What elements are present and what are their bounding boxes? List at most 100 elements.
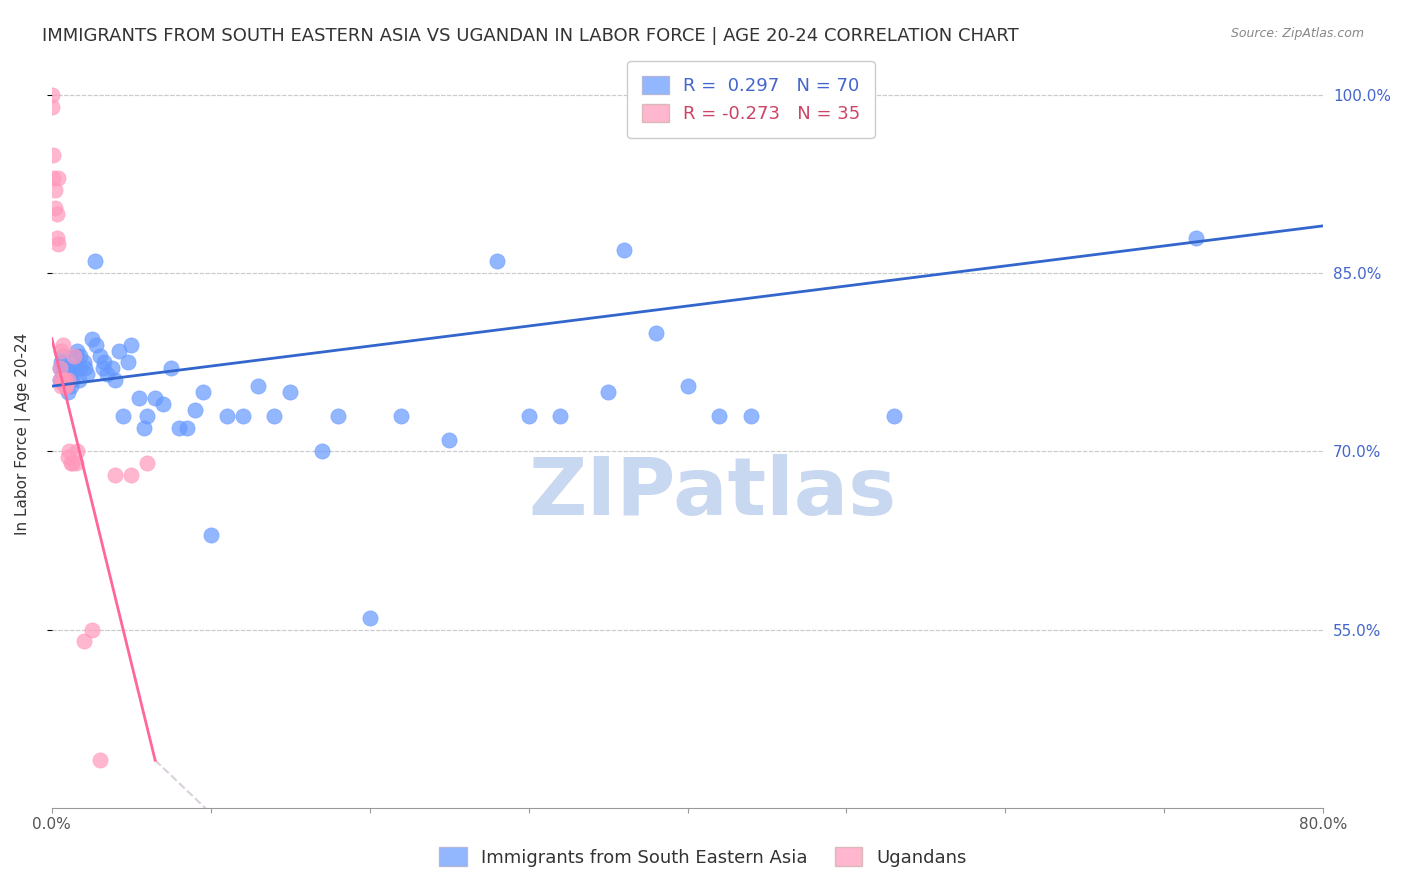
Point xyxy=(59,368,82,382)
Point xyxy=(167,420,190,434)
Point xyxy=(49,373,72,387)
Point xyxy=(44,201,66,215)
Y-axis label: In Labor Force | Age 20-24: In Labor Force | Age 20-24 xyxy=(15,333,31,535)
Point xyxy=(80,623,103,637)
Point xyxy=(42,147,65,161)
Point xyxy=(69,350,91,364)
Point xyxy=(65,350,87,364)
Point xyxy=(120,337,142,351)
Text: Source: ZipAtlas.com: Source: ZipAtlas.com xyxy=(1230,27,1364,40)
Point xyxy=(107,343,129,358)
Point xyxy=(41,88,63,103)
Point xyxy=(51,343,73,358)
Point xyxy=(326,409,349,423)
Point xyxy=(437,433,460,447)
Point xyxy=(160,361,183,376)
Point xyxy=(263,409,285,423)
Point xyxy=(66,343,89,358)
Point xyxy=(644,326,666,340)
Point xyxy=(52,337,75,351)
Point xyxy=(49,361,72,376)
Point xyxy=(58,444,80,458)
Legend: Immigrants from South Eastern Asia, Ugandans: Immigrants from South Eastern Asia, Ugan… xyxy=(432,840,974,874)
Point xyxy=(55,379,77,393)
Point xyxy=(93,355,115,369)
Point xyxy=(65,456,87,470)
Point xyxy=(56,373,79,387)
Point xyxy=(89,753,111,767)
Point xyxy=(89,350,111,364)
Point xyxy=(104,373,127,387)
Point xyxy=(52,373,75,387)
Point xyxy=(550,409,572,423)
Point xyxy=(86,337,108,351)
Point xyxy=(136,456,159,470)
Point xyxy=(359,610,381,624)
Text: IMMIGRANTS FROM SOUTH EASTERN ASIA VS UGANDAN IN LABOR FORCE | AGE 20-24 CORRELA: IMMIGRANTS FROM SOUTH EASTERN ASIA VS UG… xyxy=(42,27,1019,45)
Point xyxy=(65,361,87,376)
Point xyxy=(517,409,540,423)
Point xyxy=(51,355,73,369)
Point xyxy=(247,379,270,393)
Point xyxy=(740,409,762,423)
Point xyxy=(44,183,66,197)
Point xyxy=(46,236,69,251)
Point xyxy=(485,254,508,268)
Point xyxy=(215,409,238,423)
Point xyxy=(49,361,72,376)
Point xyxy=(59,456,82,470)
Point xyxy=(72,355,94,369)
Point xyxy=(117,355,139,369)
Point xyxy=(596,385,619,400)
Point xyxy=(311,444,333,458)
Point xyxy=(72,634,94,648)
Point xyxy=(120,468,142,483)
Point xyxy=(76,368,98,382)
Point xyxy=(59,379,82,393)
Point xyxy=(676,379,699,393)
Point xyxy=(45,230,67,244)
Point xyxy=(53,379,76,393)
Point xyxy=(91,361,114,376)
Legend: R =  0.297   N = 70, R = -0.273   N = 35: R = 0.297 N = 70, R = -0.273 N = 35 xyxy=(627,62,875,137)
Point xyxy=(41,100,63,114)
Point xyxy=(112,409,135,423)
Point xyxy=(200,527,222,541)
Point xyxy=(232,409,254,423)
Point xyxy=(56,450,79,465)
Point xyxy=(191,385,214,400)
Point xyxy=(62,456,84,470)
Point xyxy=(56,373,79,387)
Point xyxy=(58,361,80,376)
Point xyxy=(278,385,301,400)
Point xyxy=(1185,230,1208,244)
Point xyxy=(709,409,731,423)
Point xyxy=(67,373,90,387)
Point xyxy=(613,243,636,257)
Point xyxy=(96,368,118,382)
Point xyxy=(55,379,77,393)
Point xyxy=(136,409,159,423)
Point xyxy=(52,350,75,364)
Point xyxy=(62,373,84,387)
Point xyxy=(80,332,103,346)
Point xyxy=(63,350,86,364)
Point xyxy=(51,379,73,393)
Point xyxy=(128,391,150,405)
Point xyxy=(184,403,207,417)
Point xyxy=(55,373,77,387)
Point xyxy=(42,171,65,186)
Point xyxy=(62,361,84,376)
Point xyxy=(152,397,174,411)
Point xyxy=(53,373,76,387)
Point xyxy=(45,207,67,221)
Text: ZIPatlas: ZIPatlas xyxy=(529,455,897,533)
Point xyxy=(101,361,124,376)
Point xyxy=(132,420,155,434)
Point xyxy=(69,361,91,376)
Point xyxy=(143,391,166,405)
Point xyxy=(53,373,76,387)
Point xyxy=(75,361,97,376)
Point xyxy=(176,420,198,434)
Point xyxy=(104,468,127,483)
